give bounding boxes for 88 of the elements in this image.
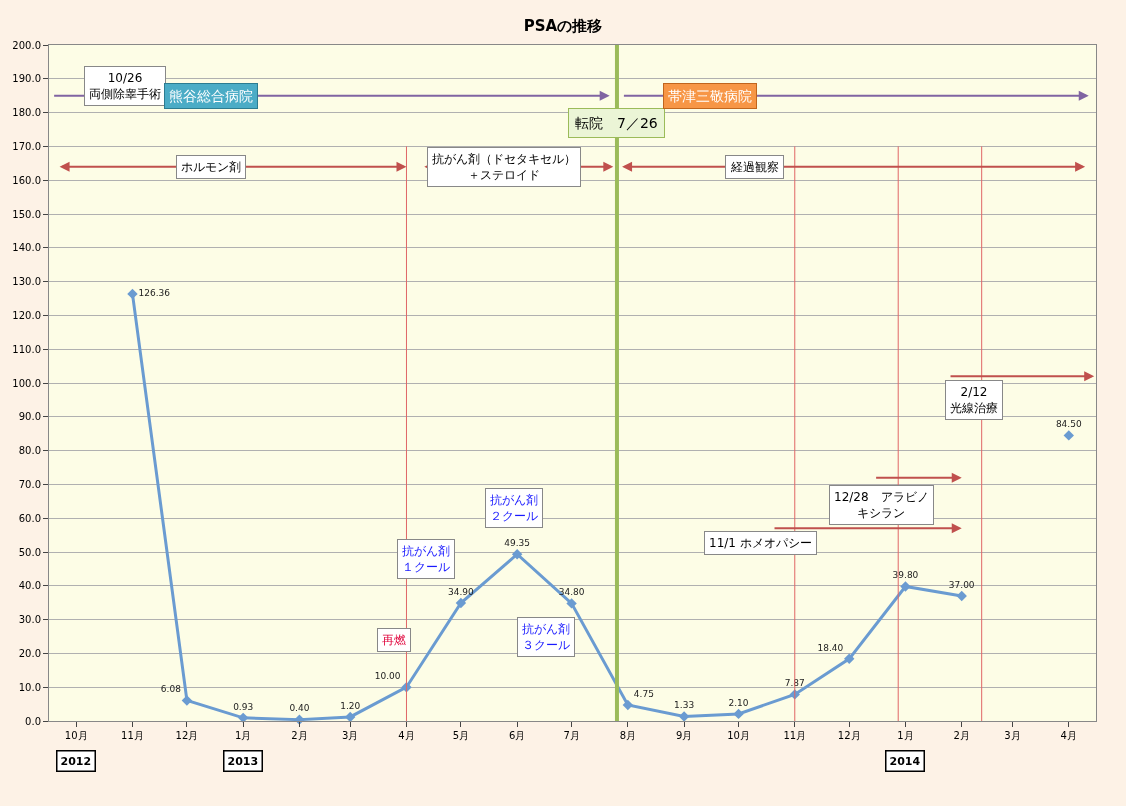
point (1063, 430, 1074, 441)
data-label: 84.50 (1055, 419, 1082, 430)
point (900, 581, 911, 592)
x-tick-label: 1月 (897, 730, 914, 741)
chart-title: PSAの推移 (523, 16, 603, 35)
x-tick-label: 10月 (727, 730, 750, 741)
point (237, 712, 249, 724)
x-tick-label: 4月 (1060, 730, 1077, 741)
text: 2014 (889, 754, 921, 768)
data-label: 34.80 (558, 587, 585, 598)
y-tick-label: 50.0 (18, 546, 41, 558)
y-tick-label: 90.0 (18, 411, 41, 423)
text: 2013 (227, 754, 259, 768)
point (844, 653, 855, 665)
data-label: 10.00 (374, 670, 401, 681)
y-tick-label: 200.0 (12, 39, 41, 51)
y-tick-label: 20.0 (18, 647, 41, 659)
point (566, 598, 577, 609)
data-label: 1.33 (674, 700, 695, 711)
data-label: 1.20 (340, 700, 361, 711)
data-label: 37.00 (948, 579, 975, 590)
x-tick-label: 3月 (1004, 730, 1021, 741)
x-tick-label: 5月 (452, 730, 470, 741)
point (181, 695, 193, 706)
data-label: 49.35 (504, 537, 531, 548)
annotation: 12/28 アラビノキシラン (834, 490, 929, 520)
x-tick-label: 1月 (234, 730, 252, 741)
y-tick-label: 140.0 (12, 242, 41, 254)
data-label: 126.36 (138, 288, 171, 299)
y-tick-label: 10.0 (18, 681, 41, 693)
y-tick-label: 130.0 (12, 276, 41, 288)
ref-line-label: 転院 7／26 (575, 115, 658, 131)
point (956, 590, 967, 602)
x-tick-label: 11月 (783, 730, 807, 741)
annotation: 11/1 ホメオパシー (709, 536, 812, 550)
point (511, 549, 523, 560)
annotation: 再燃 (382, 633, 406, 647)
x-tick-label: 3月 (342, 730, 359, 741)
y-tick-label: 160.0 (12, 174, 41, 186)
x-tick-label: 11月 (121, 730, 144, 741)
y-tick-label: 70.0 (18, 478, 41, 490)
point (733, 708, 744, 720)
point (455, 597, 467, 609)
x-tick-label: 10月 (64, 730, 88, 741)
y-tick-label: 60.0 (18, 512, 41, 524)
y-tick-label: 170.0 (12, 140, 41, 152)
annotation: 抗がん剤３クール (522, 622, 570, 652)
annotation: 帯津三敬病院 (668, 88, 752, 104)
text: 2012 (60, 754, 92, 768)
y-tick-label: 40.0 (18, 580, 41, 592)
data-label: 39.80 (892, 570, 919, 581)
y-tick-label: 180.0 (12, 107, 41, 119)
y-tick-label: 100.0 (12, 377, 41, 389)
x-tick-label: 6月 (508, 730, 526, 741)
data-label: 18.40 (817, 642, 844, 653)
annotation: 熊谷総合病院 (169, 88, 253, 104)
y-tick-label: 190.0 (12, 73, 41, 85)
annotation: ホルモン剤 (181, 160, 241, 174)
data-label: 34.90 (448, 586, 475, 597)
x-tick-label: 4月 (398, 730, 415, 741)
x-tick-label: 2月 (953, 730, 970, 741)
data-label: 0.93 (233, 701, 254, 712)
x-tick-label: 7月 (563, 730, 580, 741)
data-label: 2.10 (728, 697, 749, 708)
annotation: 経過観察 (730, 160, 779, 174)
y-tick-label: 30.0 (18, 614, 41, 626)
y-tick-label: 0.0 (25, 715, 41, 727)
annotation: 抗がん剤１クール (402, 544, 450, 574)
y-tick-label: 120.0 (12, 309, 41, 321)
x-tick-label: 8月 (619, 730, 637, 741)
y-tick-label: 150.0 (12, 208, 41, 220)
data-label: 6.08 (160, 684, 182, 695)
annotation: 10/26 両側除睾手術 (89, 71, 161, 101)
x-tick-label: 12月 (837, 730, 861, 741)
point (127, 288, 138, 300)
annotation: 抗がん剤２クール (490, 493, 538, 523)
annotation: 2/12 光線治療 (950, 385, 998, 415)
annotation: 抗がん剤（ドセタキセル）＋ステロイド (432, 152, 576, 182)
x-tick-label: 2月 (291, 730, 308, 741)
point (678, 711, 690, 722)
y-tick-label: 110.0 (12, 343, 41, 355)
data-label: 0.40 (289, 703, 310, 714)
data-label: 4.75 (633, 688, 654, 699)
y-tick-label: 80.0 (18, 445, 41, 457)
data-label: 7.87 (784, 678, 805, 689)
point (622, 699, 634, 711)
x-tick-label: 9月 (675, 730, 693, 741)
x-tick-label: 12月 (175, 730, 199, 741)
